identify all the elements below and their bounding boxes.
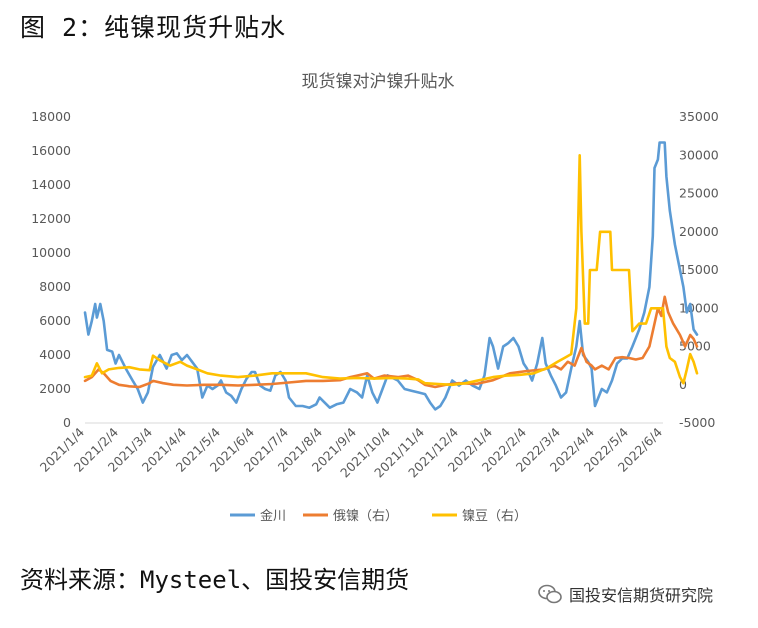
- y-right-tick-label: -5000: [679, 415, 715, 430]
- chart-title: 现货镍对沪镍升贴水: [302, 72, 455, 92]
- y-left-tick-label: 12000: [31, 211, 71, 226]
- watermark: 国投安信期货研究院: [537, 582, 713, 606]
- chart-svg: 现货镍对沪镍升贴水 0 2000 4000 6000 8000 10000 12000 140…: [31, 72, 719, 524]
- wechat-icon: [538, 584, 562, 604]
- y-left-tick-label: 6000: [39, 313, 71, 328]
- legend: 金川 俄镍（右） 镍豆（右）: [230, 508, 527, 524]
- y-right-tick-label: 25000: [679, 186, 719, 201]
- y-right-tick-label: 20000: [679, 224, 719, 239]
- watermark-text: 国投安信期货研究院: [569, 586, 714, 605]
- y-left-tick-label: 8000: [39, 279, 71, 294]
- series-layer: [83, 141, 699, 411]
- y-left-tick-label: 18000: [31, 109, 71, 124]
- chart: 现货镍对沪镍升贴水 0 2000 4000 6000 8000 10000 12000 140…: [0, 55, 758, 535]
- axes: 0 2000 4000 6000 8000 10000 12000 14000 16000 180…: [31, 109, 719, 480]
- legend-label: 俄镍（右）: [333, 509, 398, 524]
- y-left-tick-label: 10000: [31, 245, 71, 260]
- y-right-tick-label: 15000: [679, 262, 719, 277]
- y-left-tick-label: 0: [63, 415, 71, 430]
- y-right-tick-label: 35000: [679, 109, 719, 124]
- y-right-tick-label: 30000: [679, 147, 719, 162]
- y-left-tick-label: 14000: [31, 177, 71, 192]
- y-left-tick-label: 4000: [39, 347, 71, 362]
- legend-label: 镍豆（右）: [462, 509, 527, 524]
- figure-title: 图 2：纯镍现货升贴水: [20, 13, 287, 42]
- legend-label: 金川: [260, 508, 286, 524]
- y-left-tick-label: 16000: [31, 143, 71, 158]
- series-line: [83, 154, 699, 387]
- source-note: 资料来源：Mysteel、国投安信期货: [20, 566, 410, 594]
- series-line: [83, 141, 699, 411]
- y-left-tick-label: 2000: [39, 381, 71, 396]
- series-line: [83, 295, 699, 389]
